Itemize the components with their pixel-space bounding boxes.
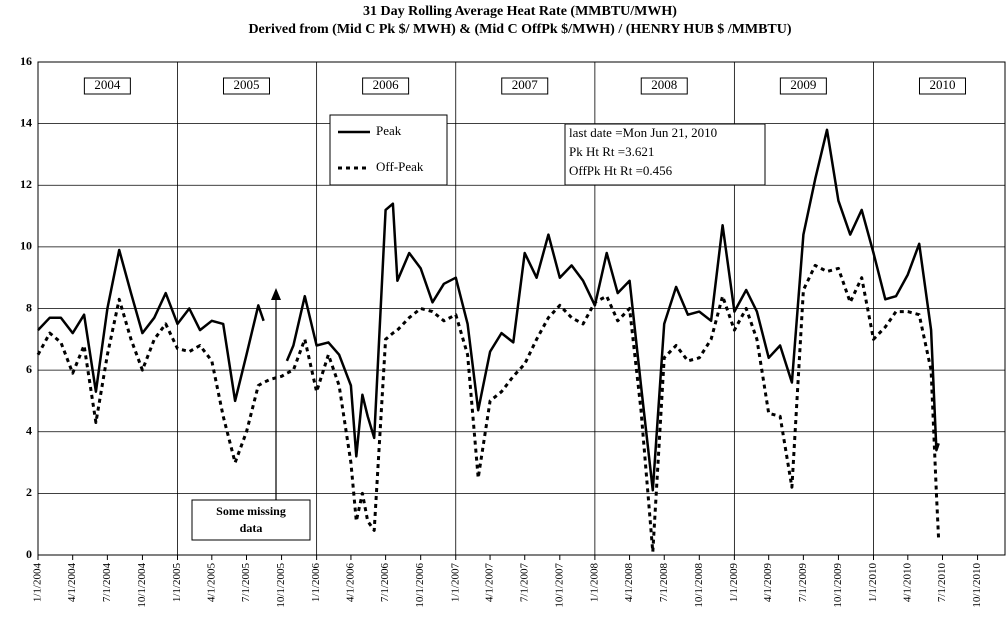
year-label: 2010 bbox=[929, 77, 955, 92]
x-tick-label: 1/1/2010 bbox=[867, 563, 879, 603]
chart-subtitle: Derived from (Mid C Pk $/ MWH) & (Mid C … bbox=[248, 22, 791, 37]
y-tick-label: 2 bbox=[26, 485, 32, 499]
year-label-box bbox=[640, 77, 688, 95]
x-tick-label: 10/1/2007 bbox=[553, 563, 565, 608]
legend-label: Peak bbox=[376, 123, 402, 138]
year-label: 2005 bbox=[233, 77, 259, 92]
y-tick-label: 10 bbox=[20, 239, 32, 253]
legend-box bbox=[329, 114, 448, 186]
plot-border bbox=[37, 61, 1006, 556]
x-tick-label: 1/1/2008 bbox=[588, 563, 600, 603]
year-label-box bbox=[501, 77, 549, 95]
y-tick-label: 8 bbox=[26, 300, 32, 314]
x-tick-label: 4/1/2005 bbox=[205, 563, 217, 603]
info-line: Pk Ht Rt =3.621 bbox=[569, 144, 654, 159]
year-label: 2008 bbox=[651, 77, 677, 92]
year-label: 2009 bbox=[790, 77, 816, 92]
x-tick-label: 10/1/2010 bbox=[971, 563, 983, 608]
legend-label: Off-Peak bbox=[376, 159, 424, 174]
note-arrowhead bbox=[271, 288, 281, 300]
y-tick-label: 6 bbox=[26, 362, 32, 376]
note-line: Some missing bbox=[216, 504, 286, 518]
x-tick-label: 7/1/2006 bbox=[379, 563, 391, 603]
x-tick-label: 7/1/2004 bbox=[101, 563, 113, 603]
info-line: last date =Mon Jun 21, 2010 bbox=[569, 125, 717, 140]
x-tick-label: 1/1/2006 bbox=[310, 563, 322, 603]
x-tick-label: 7/1/2010 bbox=[936, 563, 948, 603]
x-tick-label: 1/1/2005 bbox=[171, 563, 183, 603]
x-tick-label: 7/1/2005 bbox=[240, 563, 252, 603]
year-label-box bbox=[779, 77, 827, 95]
series-line bbox=[36, 263, 941, 554]
year-label-box bbox=[362, 77, 410, 95]
x-tick-label: 10/1/2009 bbox=[832, 563, 844, 608]
year-label: 2007 bbox=[512, 77, 539, 92]
year-label: 2004 bbox=[94, 77, 121, 92]
x-tick-label: 1/1/2009 bbox=[728, 563, 740, 603]
x-tick-label: 1/1/2007 bbox=[449, 563, 461, 603]
y-tick-label: 12 bbox=[20, 177, 32, 191]
x-tick-label: 7/1/2007 bbox=[518, 563, 530, 603]
x-tick-label: 4/1/2010 bbox=[901, 563, 913, 603]
year-label-box bbox=[83, 77, 131, 95]
series-line bbox=[37, 128, 940, 492]
note-box bbox=[191, 499, 311, 541]
info-line: OffPk Ht Rt =0.456 bbox=[569, 163, 673, 178]
x-tick-label: 4/1/2004 bbox=[66, 563, 78, 603]
y-tick-label: 4 bbox=[26, 424, 32, 438]
y-tick-label: 14 bbox=[20, 115, 32, 129]
x-tick-label: 10/1/2006 bbox=[414, 563, 426, 608]
x-tick-label: 10/1/2005 bbox=[275, 563, 287, 608]
year-label-box bbox=[918, 77, 966, 95]
note-line: data bbox=[240, 521, 263, 535]
x-tick-label: 4/1/2006 bbox=[344, 563, 356, 603]
info-box bbox=[564, 123, 766, 186]
x-tick-label: 7/1/2008 bbox=[658, 563, 670, 603]
x-tick-label: 1/1/2004 bbox=[32, 563, 44, 603]
x-tick-label: 4/1/2008 bbox=[623, 563, 635, 603]
year-label-box bbox=[222, 77, 270, 95]
x-tick-label: 4/1/2007 bbox=[484, 563, 496, 603]
chart-title: 31 Day Rolling Average Heat Rate (MMBTU/… bbox=[363, 4, 677, 19]
year-label: 2006 bbox=[373, 77, 400, 92]
y-tick-label: 16 bbox=[20, 54, 32, 68]
x-tick-label: 4/1/2009 bbox=[762, 563, 774, 603]
x-tick-label: 10/1/2004 bbox=[136, 563, 148, 608]
x-tick-label: 10/1/2008 bbox=[693, 563, 705, 608]
x-tick-label: 7/1/2009 bbox=[797, 563, 809, 603]
y-tick-label: 0 bbox=[26, 547, 32, 561]
